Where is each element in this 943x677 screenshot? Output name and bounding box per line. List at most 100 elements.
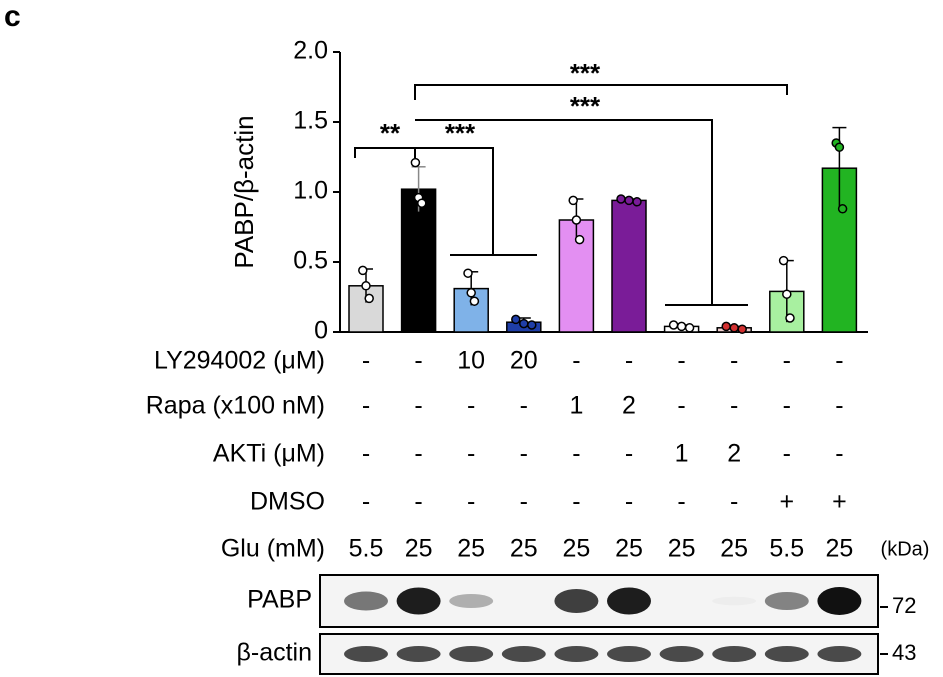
condition-cell: 1 bbox=[569, 392, 583, 420]
condition-cell: - bbox=[677, 488, 685, 516]
condition-cell: - bbox=[362, 392, 370, 420]
condition-cell: 25 bbox=[825, 535, 853, 563]
panel-label: c bbox=[4, 0, 21, 33]
data-point bbox=[463, 268, 473, 278]
condition-cell: 25 bbox=[615, 535, 643, 563]
data-point bbox=[417, 198, 427, 208]
condition-label: Rapa (x100 nM) bbox=[146, 392, 325, 420]
blot-label: β-actin bbox=[236, 639, 312, 667]
condition-cell: 5.5 bbox=[769, 535, 804, 563]
condition-cell: 25 bbox=[510, 535, 538, 563]
band bbox=[817, 587, 862, 615]
data-point bbox=[834, 142, 845, 152]
condition-cell: 5.5 bbox=[349, 535, 384, 563]
condition-cell: - bbox=[520, 440, 528, 468]
marker-label: 72 bbox=[892, 593, 916, 618]
significance-bracket bbox=[414, 84, 788, 100]
condition-cell: - bbox=[467, 440, 475, 468]
condition-cell: - bbox=[783, 440, 791, 468]
band bbox=[817, 646, 862, 662]
bar bbox=[611, 199, 647, 333]
band bbox=[396, 587, 441, 615]
band bbox=[554, 589, 599, 613]
condition-cell: - bbox=[414, 392, 422, 420]
condition-cell: 25 bbox=[405, 535, 433, 563]
condition-cell: 20 bbox=[510, 347, 538, 375]
condition-cell: - bbox=[414, 440, 422, 468]
data-point bbox=[616, 194, 626, 204]
condition-cell: + bbox=[779, 488, 794, 516]
band bbox=[607, 646, 651, 662]
y-tick-label: 1.0 bbox=[293, 177, 328, 205]
condition-label: LY294002 (μM) bbox=[154, 347, 325, 375]
condition-cell: - bbox=[520, 392, 528, 420]
significance-label: *** bbox=[570, 58, 601, 88]
band bbox=[607, 587, 651, 615]
y-tick-label: 2.0 bbox=[293, 37, 328, 65]
kda-label: (kDa) bbox=[881, 538, 930, 560]
data-point bbox=[527, 320, 537, 330]
band bbox=[712, 646, 757, 662]
band bbox=[396, 646, 441, 662]
blot-label: PABP bbox=[247, 586, 312, 614]
significance-label: ** bbox=[380, 118, 401, 148]
band bbox=[344, 591, 388, 611]
condition-cell: - bbox=[362, 347, 370, 375]
data-point bbox=[632, 197, 642, 207]
condition-cell: - bbox=[414, 488, 422, 516]
y-tick-label: 0 bbox=[314, 317, 328, 345]
band bbox=[554, 646, 599, 662]
condition-cell: - bbox=[572, 440, 580, 468]
condition-cell: - bbox=[835, 392, 843, 420]
condition-cell: - bbox=[467, 392, 475, 420]
band bbox=[344, 646, 388, 662]
band bbox=[659, 646, 704, 662]
data-point bbox=[668, 320, 679, 330]
band bbox=[764, 646, 809, 662]
condition-label: DMSO bbox=[250, 488, 325, 516]
data-point bbox=[676, 321, 687, 332]
condition-label: AKTi (μM) bbox=[213, 440, 325, 468]
data-point bbox=[469, 296, 480, 306]
data-point bbox=[778, 255, 789, 266]
data-point bbox=[410, 157, 421, 168]
data-point bbox=[684, 323, 695, 333]
data-point bbox=[729, 323, 739, 333]
significance-bracket bbox=[415, 147, 537, 256]
marker-label: 43 bbox=[892, 640, 916, 665]
data-point bbox=[568, 195, 578, 206]
condition-cell: - bbox=[625, 347, 633, 375]
condition-cell: - bbox=[677, 347, 685, 375]
condition-cell: 25 bbox=[668, 535, 696, 563]
data-point bbox=[624, 195, 634, 206]
bar bbox=[400, 188, 437, 333]
condition-cell: - bbox=[730, 392, 738, 420]
data-point bbox=[737, 324, 747, 334]
data-point bbox=[782, 289, 792, 299]
condition-cell: - bbox=[362, 440, 370, 468]
condition-cell: 2 bbox=[622, 392, 636, 420]
data-point bbox=[364, 293, 374, 304]
data-point bbox=[358, 265, 368, 276]
significance-bracket bbox=[415, 119, 748, 306]
significance-label: *** bbox=[445, 118, 476, 148]
band bbox=[764, 592, 809, 610]
significance-label: *** bbox=[570, 91, 601, 121]
condition-cell: - bbox=[572, 347, 580, 375]
condition-cell: + bbox=[832, 488, 847, 516]
y-tick-label: 0.5 bbox=[293, 247, 328, 275]
condition-cell: 10 bbox=[457, 347, 485, 375]
data-point bbox=[519, 318, 529, 329]
band bbox=[501, 646, 546, 662]
condition-cell: - bbox=[467, 488, 475, 516]
data-point bbox=[721, 321, 731, 332]
data-point bbox=[785, 313, 795, 323]
condition-cell: - bbox=[362, 488, 370, 516]
condition-cell: - bbox=[835, 347, 843, 375]
band bbox=[712, 597, 756, 606]
condition-cell: - bbox=[730, 488, 738, 516]
condition-cell: 1 bbox=[675, 440, 689, 468]
band bbox=[449, 594, 494, 608]
